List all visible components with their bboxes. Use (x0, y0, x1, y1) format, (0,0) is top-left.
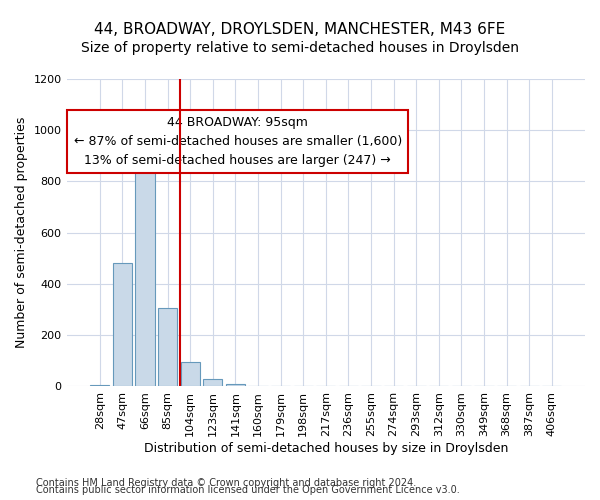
Text: Contains public sector information licensed under the Open Government Licence v3: Contains public sector information licen… (36, 485, 460, 495)
Text: Contains HM Land Registry data © Crown copyright and database right 2024.: Contains HM Land Registry data © Crown c… (36, 478, 416, 488)
Bar (158, 308, 177, 386)
Bar (181, 362, 200, 386)
Text: Size of property relative to semi-detached houses in Droylsden: Size of property relative to semi-detach… (81, 41, 519, 55)
Bar (136, 148, 155, 386)
Text: 44 BROADWAY: 95sqm
← 87% of semi-detached houses are smaller (1,600)
13% of semi: 44 BROADWAY: 95sqm ← 87% of semi-detache… (74, 116, 402, 167)
Bar (226, 384, 245, 386)
Y-axis label: Number of semi-detached properties: Number of semi-detached properties (15, 117, 28, 348)
X-axis label: Distribution of semi-detached houses by size in Droylsden: Distribution of semi-detached houses by … (143, 442, 508, 455)
Bar (90, 385, 109, 386)
Text: 44, BROADWAY, DROYLSDEN, MANCHESTER, M43 6FE: 44, BROADWAY, DROYLSDEN, MANCHESTER, M43… (94, 22, 506, 38)
Bar (113, 264, 132, 386)
Bar (203, 380, 223, 386)
